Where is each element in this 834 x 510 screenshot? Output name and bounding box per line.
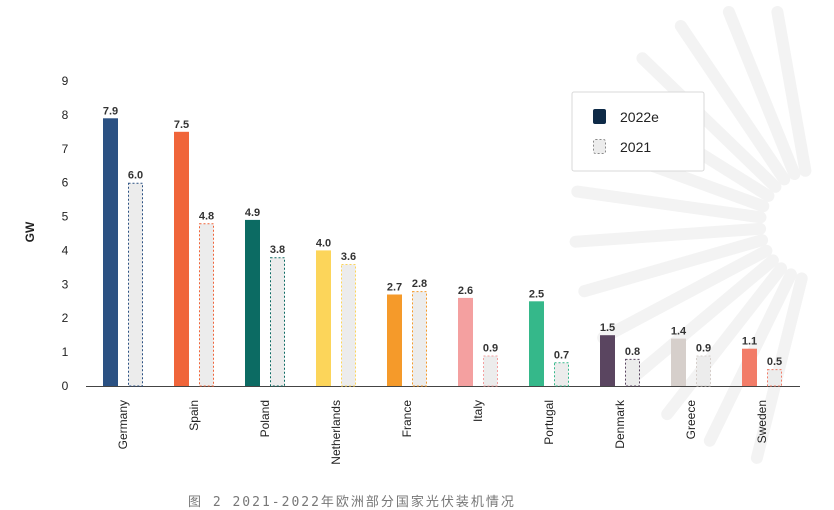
background-ray xyxy=(578,234,769,298)
bar-italy-2021 xyxy=(483,355,498,387)
x-tick-label-spain: Spain xyxy=(187,400,201,431)
x-tick-label-denmark: Denmark xyxy=(613,399,627,449)
value-label-portugal-2021: 0.7 xyxy=(554,349,569,361)
y-tick-label: 2 xyxy=(62,311,69,325)
y-tick-label: 7 xyxy=(62,142,69,156)
value-label-greece-2022e: 1.4 xyxy=(671,326,687,338)
background-ray xyxy=(636,52,782,193)
background-ray xyxy=(597,244,773,344)
bar-poland-2021 xyxy=(270,257,285,387)
bar-spain-2021 xyxy=(199,223,214,387)
bar-portugal-2022e xyxy=(529,301,544,386)
value-label-netherlands-2021: 3.6 xyxy=(341,251,356,263)
value-label-sweden-2022e: 1.1 xyxy=(742,336,757,348)
bars xyxy=(103,118,782,387)
bar-france-2021 xyxy=(412,291,427,387)
value-label-italy-2022e: 2.6 xyxy=(458,285,473,297)
value-label-greece-2021: 0.9 xyxy=(696,343,711,355)
bar-sweden-2021 xyxy=(767,369,782,387)
x-tick-label-germany: Germany xyxy=(116,400,130,449)
y-tick-label: 4 xyxy=(62,243,69,257)
background-ray xyxy=(569,222,767,248)
background-ray xyxy=(750,272,808,464)
value-label-portugal-2022e: 2.5 xyxy=(529,288,544,300)
bar-germany-2022e xyxy=(103,118,118,387)
bar-germany-2021 xyxy=(128,182,143,387)
background-rays xyxy=(569,6,812,464)
background-ray xyxy=(771,6,812,177)
y-tick-label: 6 xyxy=(62,176,69,190)
value-label-poland-2021: 3.8 xyxy=(270,244,285,256)
y-tick-label: 1 xyxy=(62,345,69,359)
legend: 2022e 2021 xyxy=(571,91,705,172)
legend-label-2021: 2021 xyxy=(620,139,651,155)
bar-italy-2022e xyxy=(458,297,473,386)
legend-box xyxy=(571,91,705,172)
value-label-france-2022e: 2.7 xyxy=(387,282,402,294)
value-label-spain-2021: 4.8 xyxy=(199,210,214,222)
y-tick-label: 9 xyxy=(62,74,69,88)
y-tick-label: 5 xyxy=(62,210,69,224)
bar-netherlands-2022e xyxy=(316,250,331,386)
y-tick-label: 0 xyxy=(62,379,69,393)
value-label-france-2021: 2.8 xyxy=(412,278,427,290)
value-label-denmark-2022e: 1.5 xyxy=(600,322,615,334)
bar-france-2022e xyxy=(387,294,402,386)
value-labels: 7.9 6.0 7.5 4.8 4.9 3.8 4.0 3.6 2.7 2.8 2.6 0.9 2.5 0… xyxy=(103,105,782,368)
legend-swatch-2021 xyxy=(593,139,606,154)
bar-denmark-2021 xyxy=(625,358,640,387)
x-tick-label-france: France xyxy=(400,400,414,438)
x-tick-label-sweden: Sweden xyxy=(755,400,769,443)
bar-greece-2021 xyxy=(696,355,711,387)
value-label-poland-2022e: 4.9 xyxy=(245,207,260,219)
value-label-spain-2022e: 7.5 xyxy=(174,119,189,131)
figure-caption: 图 2 2021-2022年欧洲部分国家光伏装机情况 xyxy=(188,494,516,510)
y-axis-label: GW xyxy=(23,221,37,242)
value-label-germany-2022e: 7.9 xyxy=(103,105,118,117)
background-ray xyxy=(661,262,788,421)
x-tick-label-portugal: Portugal xyxy=(542,400,556,445)
value-label-denmark-2021: 0.8 xyxy=(625,346,640,358)
legend-swatch-2022e xyxy=(593,109,606,124)
legend-label-2022e: 2022e xyxy=(620,109,659,125)
bar-netherlands-2021 xyxy=(341,264,356,387)
y-tick-label: 8 xyxy=(62,108,69,122)
x-tick-label-netherlands: Netherlands xyxy=(329,400,343,465)
background-ray xyxy=(571,185,767,224)
bar-greece-2022e xyxy=(671,338,686,386)
background-ray xyxy=(625,254,779,386)
value-label-sweden-2021: 0.5 xyxy=(767,356,782,368)
bar-spain-2022e xyxy=(174,131,189,386)
value-label-netherlands-2022e: 4.0 xyxy=(316,237,331,249)
bar-poland-2022e xyxy=(245,219,260,386)
x-tick-label-greece: Greece xyxy=(684,400,698,440)
background-ray xyxy=(722,6,801,180)
bar-sweden-2022e xyxy=(742,348,757,386)
value-label-germany-2021: 6.0 xyxy=(128,170,143,182)
bar-denmark-2022e xyxy=(600,335,615,386)
bar-portugal-2021 xyxy=(554,362,569,387)
y-axis-ticks: 0 1 2 3 4 5 6 7 8 9 xyxy=(62,74,69,393)
value-label-italy-2021: 0.9 xyxy=(483,343,498,355)
x-tick-label-poland: Poland xyxy=(258,400,272,437)
x-tick-label-italy: Italy xyxy=(471,400,485,422)
x-axis-labels: Germany Spain Poland Netherlands France Italy… xyxy=(116,399,769,465)
y-tick-label: 3 xyxy=(62,277,69,291)
background-ray xyxy=(674,20,791,186)
